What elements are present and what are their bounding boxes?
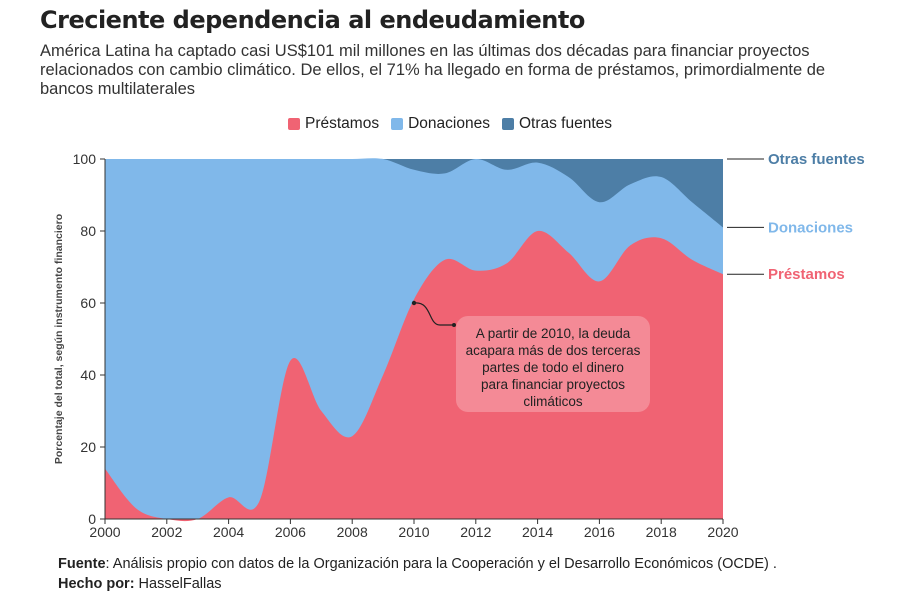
- legend-swatch-otras: [501, 118, 514, 130]
- y-tick-label: 100: [73, 151, 97, 167]
- area-prestamos: [105, 230, 723, 522]
- footer-author-text: HasselFallas: [134, 576, 222, 592]
- y-axis-label: Porcentaje del total, según instrumento …: [53, 214, 65, 464]
- y-tick-label: 20: [80, 439, 96, 455]
- chart-subtitle: América Latina ha captado casi US$101 mi…: [40, 42, 826, 98]
- annotation-text: A partir de 2010, la deuda acapara más de…: [466, 326, 641, 409]
- x-tick-label: 2004: [213, 524, 244, 540]
- footer-source-text: : Análisis propio con datos de la Organi…: [105, 556, 777, 572]
- legend-item-prestamos: Préstamos: [288, 115, 379, 133]
- legend-swatch-donaciones: [391, 118, 404, 130]
- legend-label-donaciones: Donaciones: [408, 115, 490, 132]
- legend-label-prestamos: Préstamos: [305, 115, 380, 132]
- annotation-point-end: [452, 323, 456, 327]
- x-tick-label: 2006: [275, 524, 306, 540]
- annotation-box: [456, 316, 650, 412]
- annotation-text-line: A partir de 2010, la deuda: [476, 326, 631, 341]
- y-tick-label: 60: [80, 295, 96, 311]
- legend-item-otras: Otras fuentes: [501, 115, 612, 133]
- y-tick-label: 80: [80, 223, 96, 239]
- x-tick-label: 2018: [646, 524, 677, 540]
- annotation-text-line: acapara más de dos terceras: [466, 343, 641, 358]
- x-tick-label: 2008: [337, 524, 368, 540]
- footer-source-label: Fuente: [58, 556, 106, 572]
- chart-title: Creciente dependencia al endeudamiento: [40, 6, 585, 34]
- legend-label-otras: Otras fuentes: [518, 115, 612, 132]
- legend-swatch-prestamos: [288, 118, 300, 130]
- x-tick-label: 2002: [151, 524, 182, 540]
- x-tick-label: 2012: [460, 524, 491, 540]
- annotation-text-line: climáticos: [523, 394, 583, 409]
- annotation-text-line: para financiar proyectos: [481, 377, 625, 392]
- x-tick-label: 2020: [707, 524, 738, 540]
- annotation-text-line: partes de todo el dinero: [482, 360, 624, 375]
- y-tick-label: 40: [80, 367, 96, 383]
- footer: Fuente: Análisis propio con datos de la …: [58, 554, 778, 594]
- end-label-prestamos: Préstamos: [768, 266, 845, 283]
- y-tick-label: 0: [88, 511, 96, 527]
- legend-item-donaciones: Donaciones: [391, 115, 490, 133]
- footer-author-label: Hecho por:: [58, 576, 135, 592]
- end-label-donaciones: Donaciones: [768, 219, 853, 236]
- x-tick-label: 2016: [584, 524, 615, 540]
- annotation-connector: [413, 302, 454, 326]
- x-tick-label: 2010: [398, 524, 429, 540]
- legend: Préstamos Donaciones Otras fuentes: [0, 115, 900, 133]
- x-tick-label: 2000: [89, 524, 120, 540]
- x-tick-label: 2014: [522, 524, 553, 540]
- end-label-otras: Otras fuentes: [768, 151, 865, 168]
